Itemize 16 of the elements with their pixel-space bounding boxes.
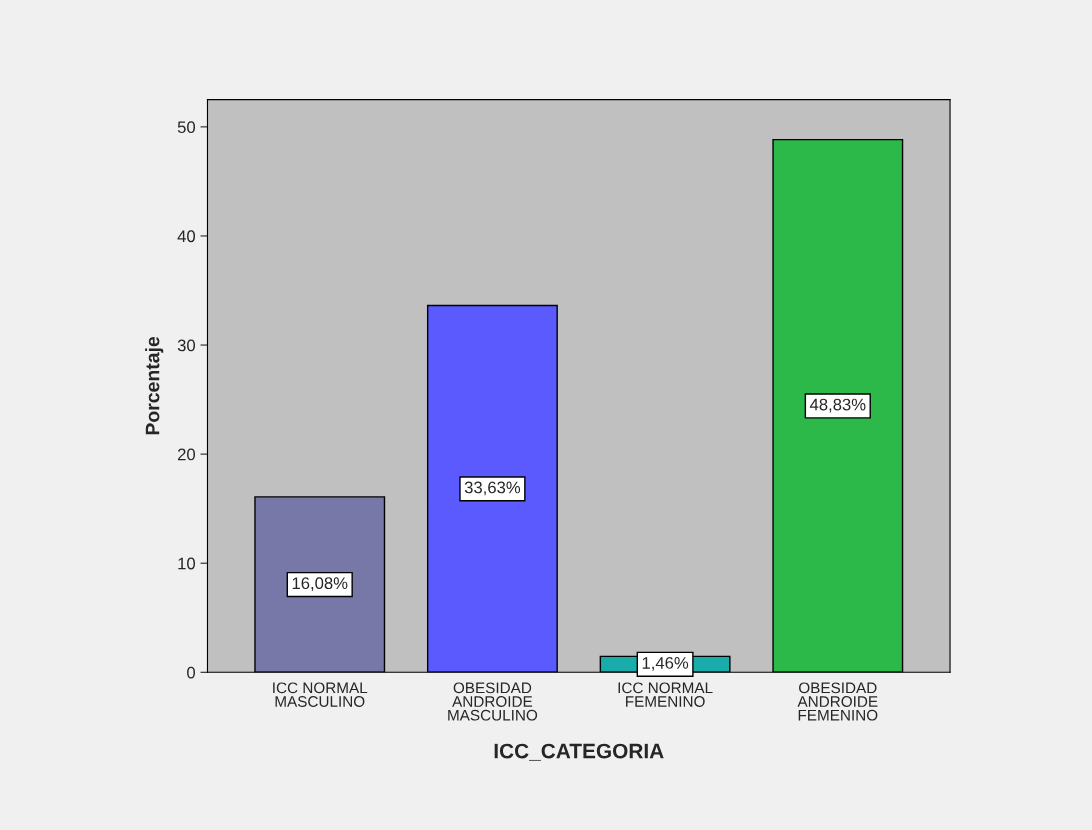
data-label: 33,63% (464, 481, 521, 496)
x-axis-title: ICC_CATEGORIA (494, 743, 664, 761)
y-tick-label: 0 (187, 666, 196, 679)
x-tick-label: OBESIDAD ANDROIDE FEMENINO (797, 682, 878, 721)
data-label: 48,83% (809, 398, 866, 413)
x-tick-label: ICC NORMAL MASCULINO (273, 682, 368, 707)
y-tick-label: 30 (177, 339, 196, 352)
y-tick-label: 10 (178, 557, 196, 570)
x-tick-label: OBESIDAD ANDROIDE MASCULINO (448, 682, 538, 721)
x-tick-label: ICC NORMAL FEMENINO (618, 682, 713, 707)
y-tick-label: 50 (177, 121, 196, 134)
data-label: 1,46% (642, 657, 689, 671)
data-label: 16,08% (292, 577, 348, 592)
y-tick-label: 20 (177, 448, 196, 461)
y-tick-label: 40 (177, 230, 196, 243)
y-axis-title: Porcentaje (145, 336, 164, 435)
